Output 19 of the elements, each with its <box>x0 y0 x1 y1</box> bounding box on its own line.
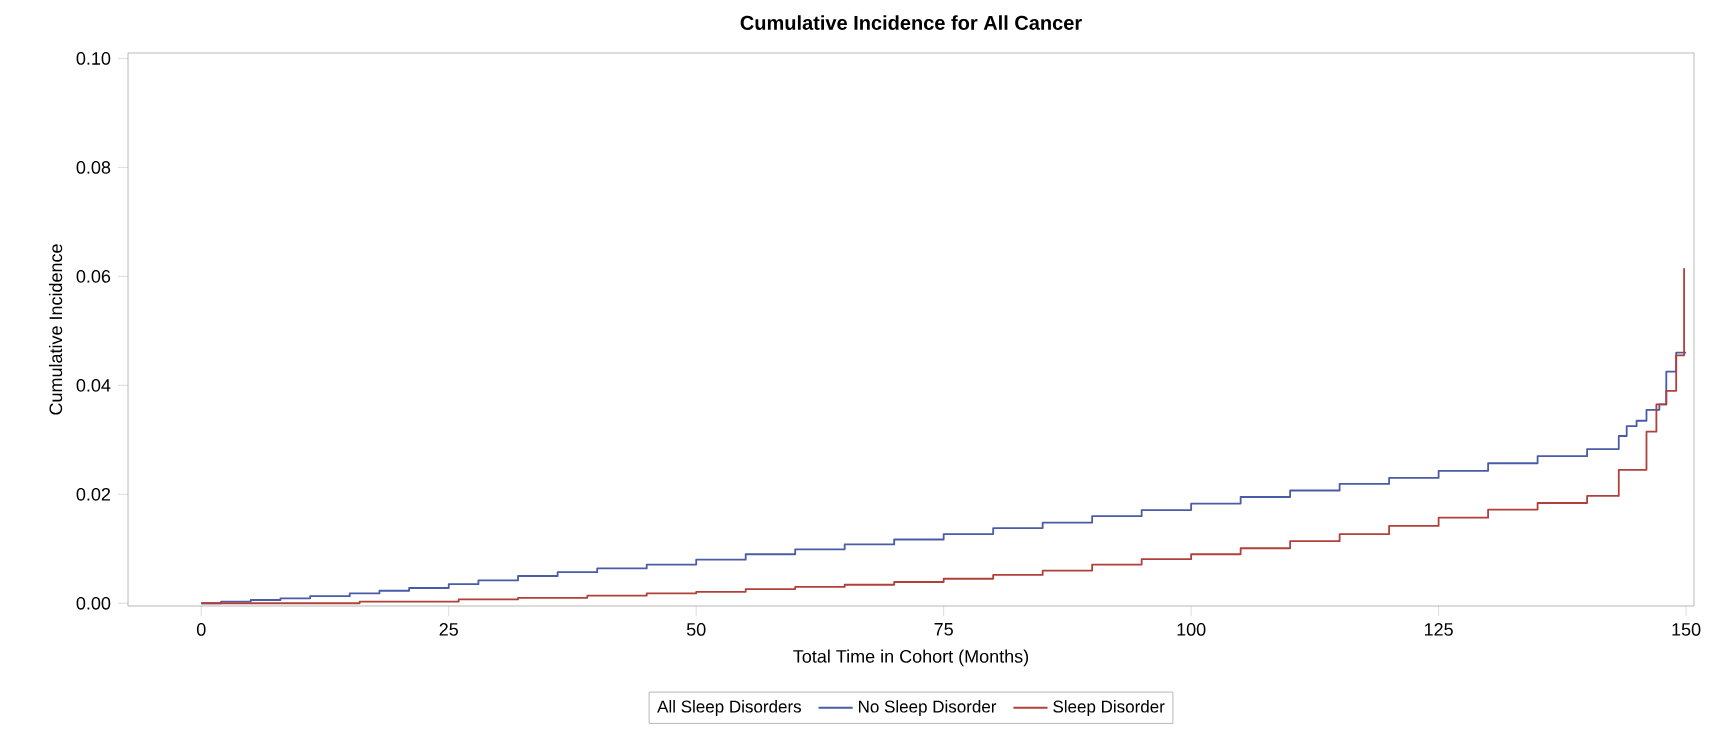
y-tick-label: 0.00 <box>76 596 111 610</box>
y-tick-label: 0.10 <box>76 52 111 65</box>
x-tick-label: 125 <box>1424 623 1453 636</box>
y-axis-title: Cumulative Incidence <box>48 244 63 415</box>
x-tick-label: 25 <box>439 623 458 636</box>
y-tick-label: 0.06 <box>76 269 111 283</box>
y-tick-label: 0.08 <box>76 161 111 174</box>
chart-title: Cumulative Incidence for All Cancer <box>740 15 1082 30</box>
legend-label: No Sleep Disorder <box>858 700 997 716</box>
x-tick-label: 0 <box>196 623 206 636</box>
legend-title: All Sleep Disorders <box>657 700 801 716</box>
x-tick-label: 100 <box>1177 623 1206 636</box>
x-tick-label: 50 <box>686 623 706 636</box>
legend-label: Sleep Disorder <box>1053 700 1165 716</box>
x-tick-label: 150 <box>1672 623 1701 636</box>
y-tick-label: 0.04 <box>76 378 111 392</box>
x-axis-title: Total Time in Cohort (Months) <box>793 649 1029 667</box>
x-tick-label: 75 <box>934 623 953 636</box>
y-tick-label: 0.02 <box>76 487 111 501</box>
